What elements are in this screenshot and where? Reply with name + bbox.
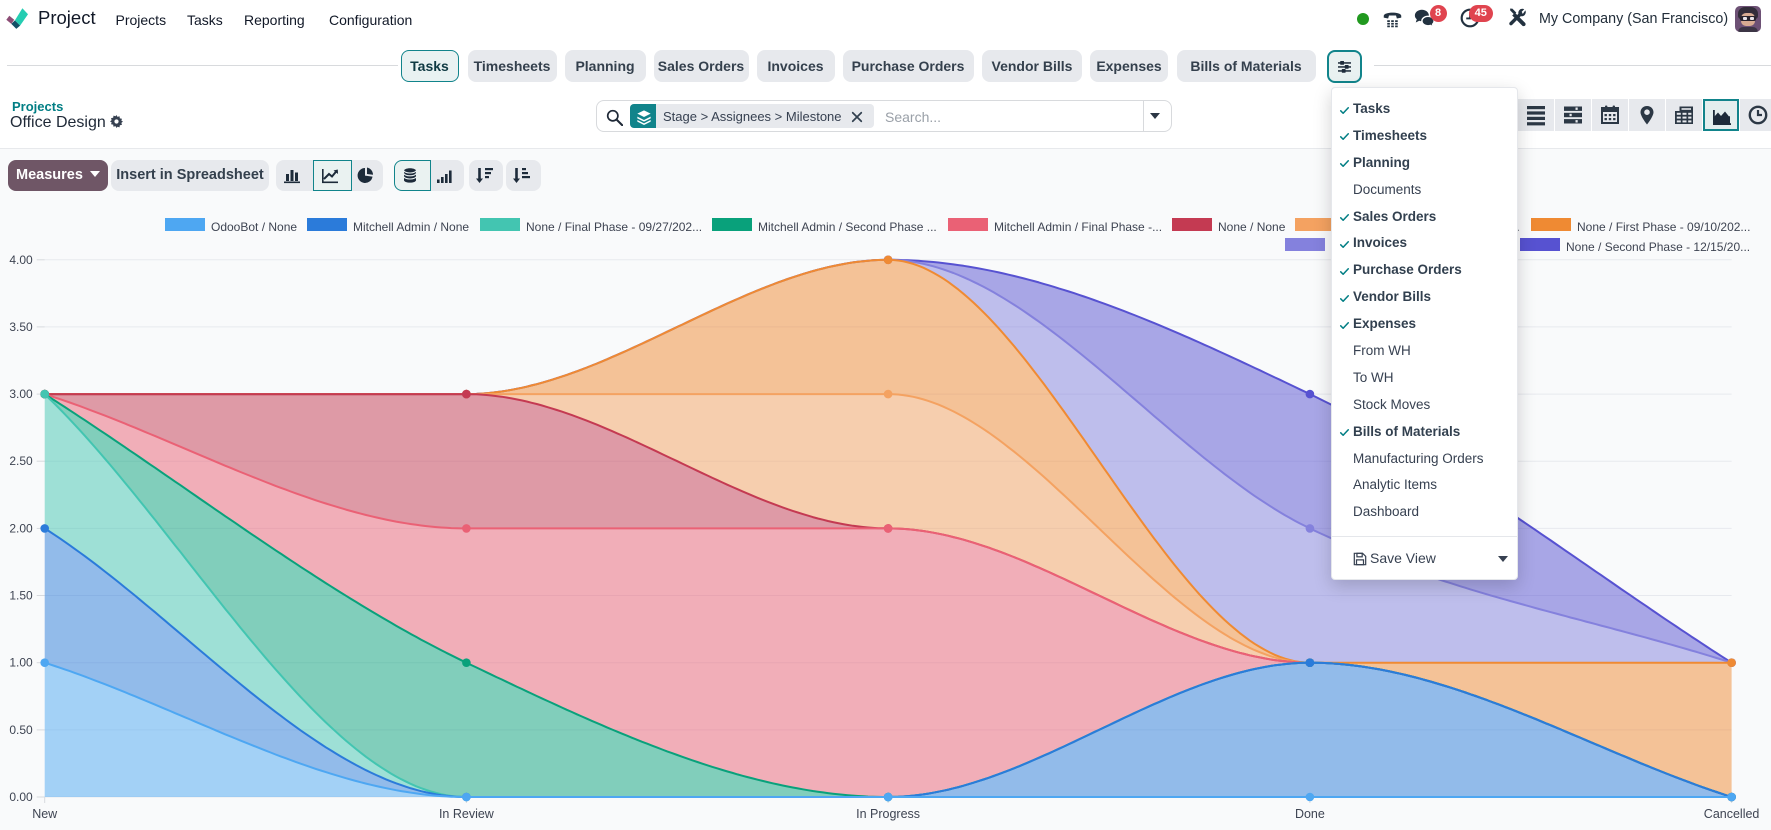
svg-text:New: New <box>32 807 58 821</box>
svg-text:0.50: 0.50 <box>9 723 33 737</box>
svg-text:In Progress: In Progress <box>856 807 920 821</box>
svg-text:4.00: 4.00 <box>9 253 33 267</box>
svg-text:2.00: 2.00 <box>9 521 33 535</box>
svg-text:In Review: In Review <box>439 807 495 821</box>
svg-text:3.50: 3.50 <box>9 320 33 334</box>
svg-text:Done: Done <box>1295 807 1325 821</box>
svg-text:1.00: 1.00 <box>9 656 33 670</box>
svg-text:1.50: 1.50 <box>9 589 33 603</box>
svg-text:3.00: 3.00 <box>9 387 33 401</box>
svg-text:Cancelled: Cancelled <box>1704 807 1760 821</box>
svg-text:0.00: 0.00 <box>9 790 33 804</box>
svg-text:2.50: 2.50 <box>9 454 33 468</box>
